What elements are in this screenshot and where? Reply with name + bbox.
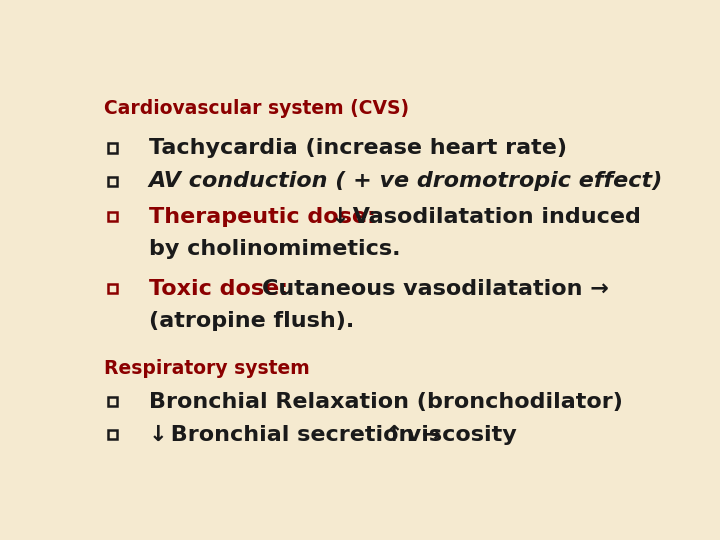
Bar xyxy=(108,284,117,293)
Bar xyxy=(108,144,117,152)
Bar xyxy=(108,212,117,221)
Bar xyxy=(108,430,117,440)
Text: (atropine flush).: (atropine flush). xyxy=(148,310,354,330)
Text: Tachycardia (increase heart rate): Tachycardia (increase heart rate) xyxy=(148,138,567,158)
Text: ↓: ↓ xyxy=(148,425,167,445)
Text: Therapeutic dose:: Therapeutic dose: xyxy=(148,207,383,227)
Text: ↓: ↓ xyxy=(330,207,349,227)
Text: by cholinomimetics.: by cholinomimetics. xyxy=(148,239,400,259)
Bar xyxy=(108,397,117,406)
Text: Cardiovascular system (CVS): Cardiovascular system (CVS) xyxy=(104,99,409,118)
Bar xyxy=(108,177,117,186)
Text: Respiratory system: Respiratory system xyxy=(104,359,310,378)
Text: viscosity: viscosity xyxy=(399,425,516,445)
Text: Bronchial Relaxation (bronchodilator): Bronchial Relaxation (bronchodilator) xyxy=(148,392,623,411)
Text: ↑: ↑ xyxy=(384,425,403,445)
Text: Vasodilatation induced: Vasodilatation induced xyxy=(345,207,641,227)
Text: Cutaneous vasodilatation →: Cutaneous vasodilatation → xyxy=(262,279,609,299)
Text: AV conduction ( + ve dromotropic effect): AV conduction ( + ve dromotropic effect) xyxy=(148,171,663,191)
Text: Bronchial secretion →: Bronchial secretion → xyxy=(163,425,449,445)
Text: Toxic dose:: Toxic dose: xyxy=(148,279,295,299)
